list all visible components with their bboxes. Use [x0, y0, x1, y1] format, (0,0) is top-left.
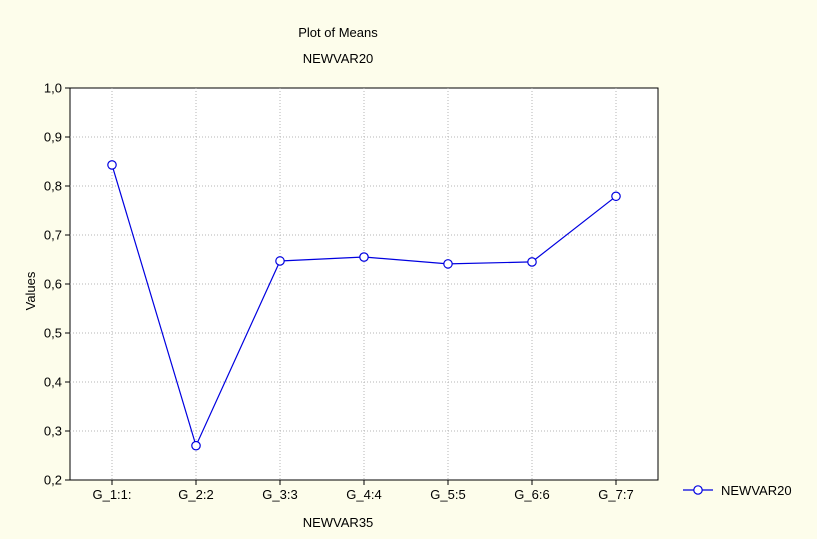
y-tick-label: 0,2 [44, 473, 62, 488]
data-point [611, 191, 621, 202]
grid-lines [70, 88, 658, 480]
data-point [527, 257, 537, 267]
x-tick-label: G_4:4 [346, 487, 381, 502]
legend-label-newvar20: NEWVAR20 [721, 483, 792, 498]
y-tick-label: 0,8 [44, 179, 62, 194]
x-tick-label: G_3:3 [262, 487, 297, 502]
series-layer [107, 160, 621, 451]
x-tick-label: G_7:7 [598, 487, 633, 502]
y-tick-label: 0,4 [44, 375, 62, 390]
y-tick-label: 1,0 [44, 81, 62, 96]
y-tick-label: 0,6 [44, 277, 62, 292]
x-tick-label: G_2:2 [178, 487, 213, 502]
x-tick-label: G_1:1: [92, 487, 131, 502]
legend-marker-newvar20 [693, 485, 703, 495]
y-tick-label: 0,3 [44, 424, 62, 439]
legend: NEWVAR20 [683, 483, 792, 498]
x-tick-label: G_5:5 [430, 487, 465, 502]
x-tick-label: G_6:6 [514, 487, 549, 502]
y-tick-label: 0,5 [44, 326, 62, 341]
data-point [275, 256, 285, 266]
y-axis-label: Values [23, 271, 38, 310]
data-point [107, 160, 117, 170]
x-axis-ticks: G_1:1: G_2:2 G_3:3 G_4:4 G_5:5 G_6:6 G_7:7 [92, 480, 634, 502]
data-point [359, 252, 369, 262]
chart-subtitle: NEWVAR20 [303, 51, 374, 66]
x-axis-label: NEWVAR35 [303, 515, 374, 530]
y-tick-label: 0,7 [44, 228, 62, 243]
y-axis-ticks: 0,2 0,3 0,4 0,5 0,6 0,7 0,8 0,9 1,0 [44, 81, 70, 488]
y-tick-label: 0,9 [44, 130, 62, 145]
chart-title: Plot of Means [298, 25, 378, 40]
data-point [191, 440, 201, 451]
data-point [443, 259, 453, 269]
